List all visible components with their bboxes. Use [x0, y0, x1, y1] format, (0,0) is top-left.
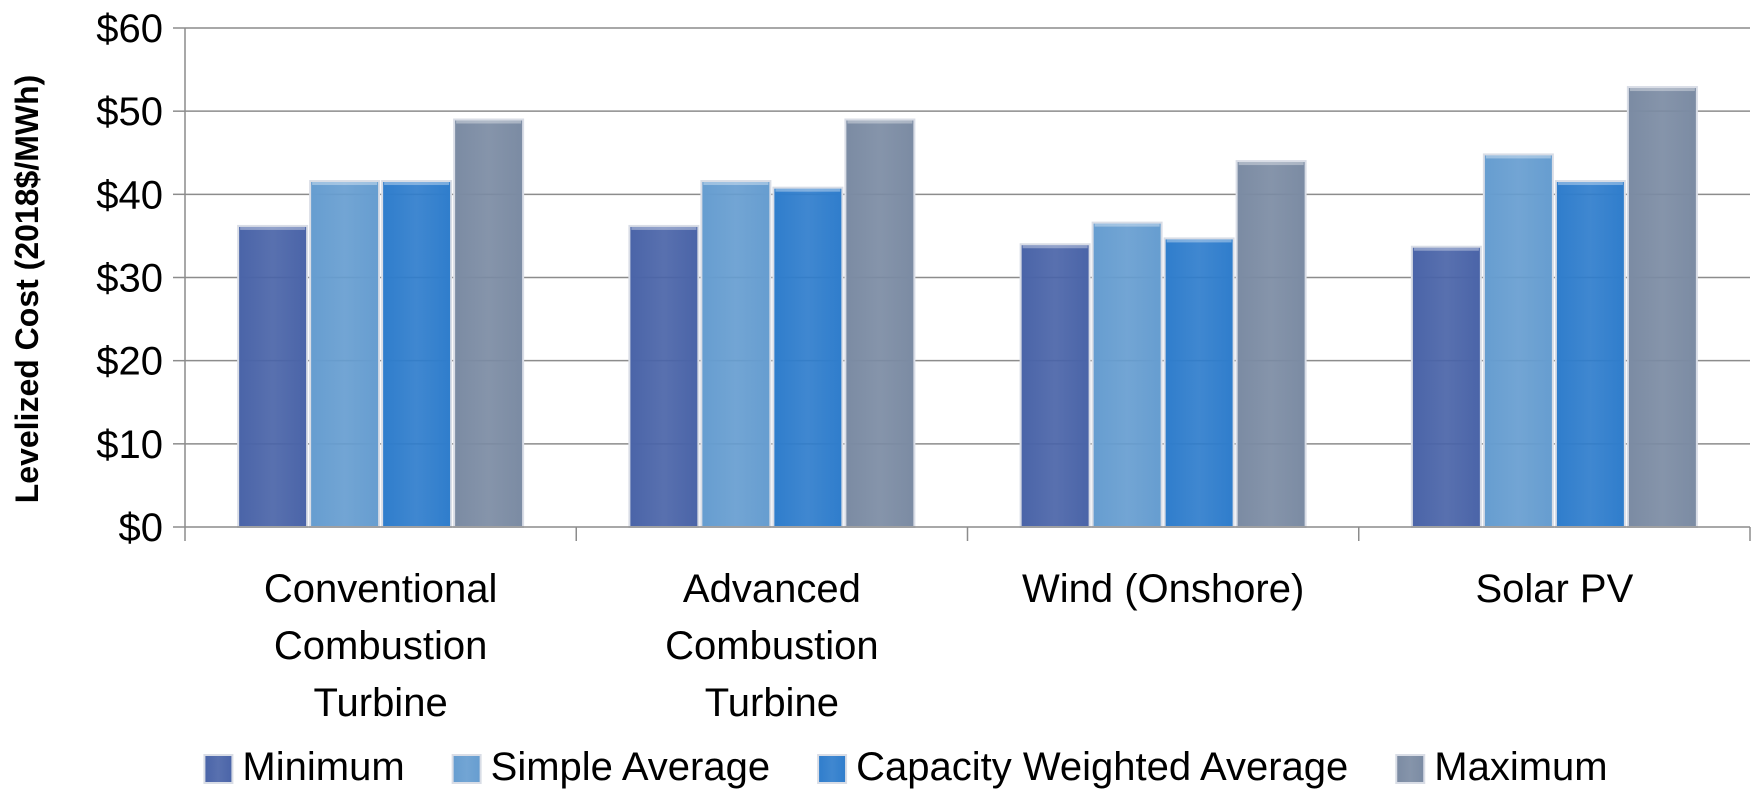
y-tick-labels: $0 $10 $20 $30 $40 $50 $60	[96, 7, 163, 550]
legend-label: Minimum	[242, 745, 404, 789]
legend-swatch	[817, 754, 848, 784]
y-tick-label: $20	[96, 340, 163, 384]
bar-highlight	[631, 226, 697, 230]
bar-highlight	[1629, 88, 1695, 92]
category-label: Wind (Onshore)	[1022, 567, 1304, 611]
bar-simple-average	[309, 180, 381, 528]
category-labels: Conventional Combustion Turbine Advanced Com…	[264, 567, 1634, 725]
category-label: Solar PV	[1475, 567, 1633, 611]
bar-minimum	[628, 224, 700, 528]
y-tick-label: $30	[96, 257, 163, 301]
bar-highlight	[1485, 155, 1551, 159]
bar-simple-average	[1482, 153, 1554, 528]
legend-label: Maximum	[1434, 745, 1607, 789]
bar-highlight	[1413, 247, 1479, 251]
category-label: Conventional	[264, 567, 498, 611]
category-label: Combustion	[665, 624, 878, 668]
bar-capacity-weighted-average	[772, 186, 844, 528]
bar-maximum	[844, 118, 916, 528]
legend-label: Capacity Weighted Average	[856, 745, 1348, 789]
legend-label: Simple Average	[491, 745, 770, 789]
bar-highlight	[775, 188, 841, 192]
bar-highlight	[1238, 162, 1304, 166]
bar-highlight	[240, 226, 306, 230]
bar-highlight	[703, 182, 769, 186]
category-label: Turbine	[705, 681, 839, 725]
y-tick-label: $60	[96, 7, 163, 51]
y-tick-label: $40	[96, 173, 163, 217]
axes	[173, 27, 1751, 541]
category-label: Turbine	[314, 681, 448, 725]
bar-capacity-weighted-average	[1554, 180, 1626, 528]
bar-highlight	[1094, 223, 1160, 227]
bars	[237, 86, 1698, 529]
bar-minimum	[1410, 245, 1482, 528]
bar-capacity-weighted-average	[1163, 237, 1235, 529]
legend-swatch	[1395, 754, 1426, 784]
category-label: Advanced	[683, 567, 861, 611]
category-label: Combustion	[274, 624, 487, 668]
bar-minimum	[237, 224, 309, 528]
bar-simple-average	[700, 180, 772, 528]
legend-swatch	[203, 754, 234, 784]
bar-highlight	[1022, 245, 1088, 249]
bar-maximum	[1626, 86, 1698, 528]
bar-minimum	[1019, 243, 1091, 528]
bar-simple-average	[1091, 221, 1163, 529]
legend: Minimum Simple Average Capacity Weighted A…	[203, 745, 1608, 789]
bar-highlight	[847, 120, 913, 124]
bar-highlight	[1166, 239, 1232, 243]
bar-highlight	[312, 182, 378, 186]
y-tick-label: $0	[119, 506, 164, 550]
bar-highlight	[1557, 182, 1623, 186]
bar-highlight	[384, 182, 450, 186]
y-tick-label: $10	[96, 423, 163, 467]
y-tick-label: $50	[96, 90, 163, 134]
bar-capacity-weighted-average	[381, 180, 453, 528]
legend-swatch	[451, 754, 482, 784]
bar-highlight	[456, 120, 522, 124]
bar-maximum	[1235, 160, 1307, 528]
y-axis-title: Levelized Cost (2018$/MWh)	[9, 75, 45, 504]
bar-maximum	[453, 118, 525, 528]
